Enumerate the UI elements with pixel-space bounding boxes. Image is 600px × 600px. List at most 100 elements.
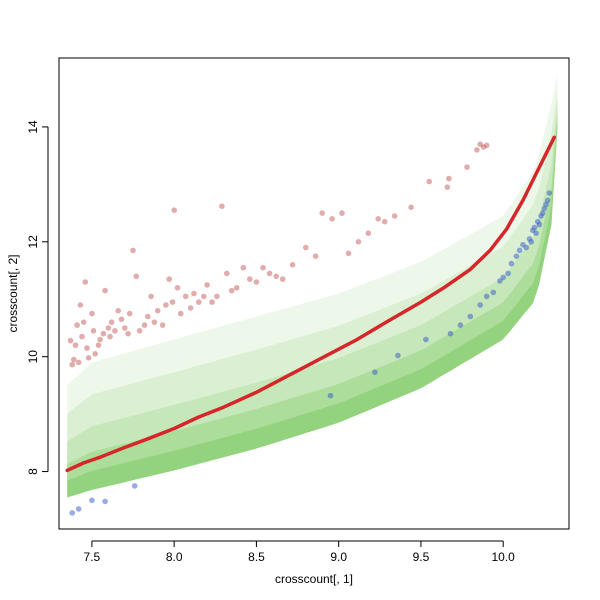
upper-outlier-point bbox=[154, 307, 161, 314]
upper-outlier-point bbox=[141, 322, 148, 328]
upper-outlier-point bbox=[67, 337, 74, 344]
upper-outlier-point bbox=[89, 310, 95, 317]
upper-outlier-point bbox=[312, 253, 319, 259]
lower-outlier-point bbox=[533, 230, 539, 236]
upper-outlier-point bbox=[228, 287, 235, 294]
lower-outlier-point bbox=[523, 244, 529, 251]
upper-outlier-point bbox=[85, 355, 92, 361]
x-axis: 7.5 8.0 8.5 9.0 9.5 10.0 bbox=[84, 540, 516, 564]
upper-outlier-point bbox=[355, 239, 362, 245]
upper-outlier-point bbox=[105, 325, 112, 331]
upper-outlier-point bbox=[171, 207, 177, 213]
lower-outlier-point bbox=[546, 190, 553, 196]
upper-outlier-point bbox=[84, 345, 90, 351]
lower-outlier-point bbox=[536, 221, 543, 228]
lower-outlier-point bbox=[131, 483, 138, 489]
upper-outlier-point bbox=[187, 305, 194, 311]
upper-outlier-point bbox=[247, 276, 253, 282]
upper-outlier-point bbox=[253, 279, 260, 285]
upper-outlier-point bbox=[130, 247, 136, 254]
y-tick-label: 10 bbox=[26, 350, 40, 364]
upper-outlier-point bbox=[233, 285, 240, 291]
density-band bbox=[67, 111, 558, 498]
upper-outlier-point bbox=[72, 342, 79, 349]
lower-outlier-point bbox=[531, 224, 538, 231]
y-tick-label: 14 bbox=[26, 120, 40, 134]
lower-outlier-point bbox=[490, 289, 497, 296]
upper-outlier-point bbox=[71, 356, 77, 363]
x-axis-title: crosscount[, 1] bbox=[275, 572, 353, 586]
lower-outlier-point bbox=[483, 293, 490, 300]
plot-frame bbox=[58, 57, 570, 530]
lower-outlier-point bbox=[497, 278, 503, 284]
upper-outlier-point bbox=[79, 333, 85, 340]
upper-outlier-point bbox=[77, 302, 84, 308]
upper-outlier-point bbox=[375, 216, 382, 222]
upper-outlier-point bbox=[69, 361, 75, 368]
upper-outlier-point bbox=[90, 328, 97, 334]
upper-outlier-point bbox=[169, 299, 176, 305]
lower-outlier-point bbox=[539, 210, 546, 216]
lower-outlier-point bbox=[516, 247, 523, 254]
upper-outlier-point bbox=[148, 293, 154, 300]
upper-outlier-point bbox=[80, 319, 87, 326]
y-tick-label: 8 bbox=[26, 468, 40, 475]
lower-outlier-point bbox=[102, 498, 108, 505]
y-axis-title: crosscount[, 2] bbox=[6, 254, 20, 332]
y-tick-label: 12 bbox=[26, 235, 40, 249]
upper-outlier-point bbox=[214, 293, 220, 300]
lower-outlier-point bbox=[467, 313, 474, 320]
upper-outlier-point bbox=[122, 325, 128, 331]
x-tick-label: 9.0 bbox=[330, 550, 347, 564]
upper-outlier-point bbox=[464, 164, 470, 170]
x-tick-label: 7.5 bbox=[84, 550, 101, 564]
density-cloud bbox=[67, 75, 558, 498]
upper-outlier-point bbox=[166, 276, 172, 282]
lower-outlier-point bbox=[513, 253, 520, 259]
upper-outlier-point bbox=[97, 336, 103, 343]
upper-outlier-point bbox=[381, 218, 388, 225]
upper-outlier-point bbox=[345, 250, 352, 257]
lower-outlier-point bbox=[89, 497, 95, 504]
outlier-points bbox=[67, 141, 553, 516]
upper-outlier-point bbox=[224, 270, 230, 277]
upper-outlier-point bbox=[174, 285, 181, 291]
upper-outlier-point bbox=[177, 310, 184, 317]
lower-outlier-point bbox=[477, 302, 484, 308]
upper-outlier-point bbox=[240, 264, 247, 271]
lower-outlier-point bbox=[372, 369, 378, 376]
y-axis: 8 10 12 14 bbox=[26, 120, 49, 475]
upper-outlier-point bbox=[289, 262, 296, 268]
x-tick-label: 10.0 bbox=[492, 550, 516, 564]
lower-outlier-point bbox=[500, 274, 507, 281]
upper-outlier-point bbox=[196, 299, 202, 305]
upper-outlier-point bbox=[391, 213, 398, 219]
upper-outlier-point bbox=[115, 307, 121, 314]
upper-outlier-point bbox=[74, 322, 80, 328]
lower-outlier-point bbox=[423, 336, 429, 343]
x-tick-label: 8.5 bbox=[248, 550, 265, 564]
upper-outlier-point bbox=[273, 273, 280, 280]
density-band bbox=[67, 88, 558, 498]
x-tick-label: 8.0 bbox=[166, 550, 183, 564]
lower-outlier-point bbox=[457, 322, 464, 328]
upper-outlier-point bbox=[209, 299, 215, 305]
upper-outlier-point bbox=[483, 142, 490, 149]
upper-outlier-point bbox=[75, 359, 82, 366]
density-band bbox=[67, 119, 558, 498]
upper-outlier-point bbox=[319, 210, 326, 216]
upper-outlier-point bbox=[182, 293, 189, 300]
upper-outlier-point bbox=[108, 319, 115, 326]
upper-outlier-point bbox=[303, 244, 309, 251]
upper-outlier-point bbox=[100, 330, 107, 337]
lower-outlier-point bbox=[75, 506, 82, 512]
lower-outlier-point bbox=[447, 330, 454, 337]
lower-outlier-point bbox=[544, 197, 551, 204]
density-band bbox=[67, 101, 558, 498]
upper-outlier-point bbox=[339, 210, 345, 216]
upper-outlier-point bbox=[107, 333, 113, 340]
lower-outlier-point bbox=[395, 352, 401, 359]
lower-outlier-point bbox=[528, 239, 534, 245]
upper-outlier-point bbox=[266, 270, 273, 277]
